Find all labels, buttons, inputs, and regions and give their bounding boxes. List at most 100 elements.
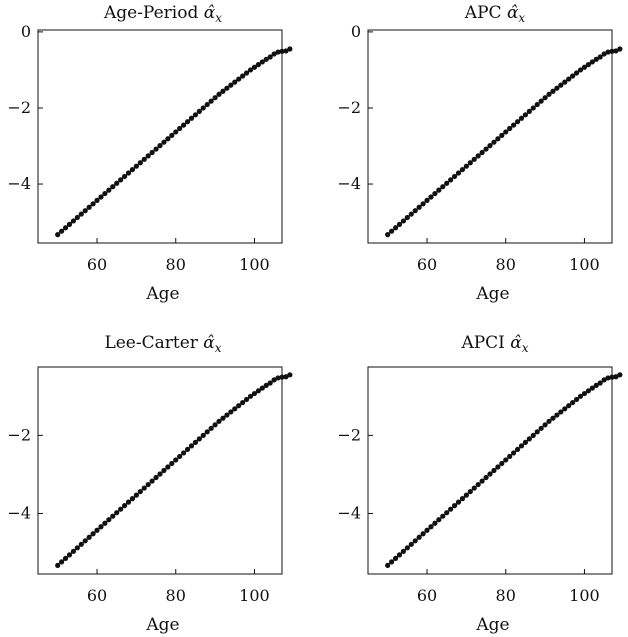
y-tick-label: −4 [7, 503, 31, 522]
data-point [184, 446, 191, 453]
x-tick-label: 100 [569, 586, 600, 605]
plot-area: 60 80 100 −2 −4 Age [7, 366, 293, 635]
data-point [463, 492, 469, 498]
data-point [392, 225, 399, 231]
data-point [566, 403, 572, 409]
data-point [463, 163, 469, 169]
data-point [487, 143, 493, 149]
plot-frame [367, 366, 613, 575]
data-point [141, 485, 147, 491]
data-point [236, 403, 242, 409]
data-point [279, 374, 285, 380]
data-point [236, 76, 242, 82]
data-point [613, 374, 619, 380]
data-point [534, 429, 540, 435]
data-point [389, 228, 395, 234]
data-point [188, 443, 195, 449]
plot-frame [37, 29, 283, 244]
data-point [200, 432, 206, 438]
data-point [275, 375, 281, 381]
data-point [436, 517, 442, 523]
data-point [440, 513, 446, 519]
data-point [259, 59, 265, 65]
data-point [247, 393, 254, 399]
data-point [177, 125, 183, 132]
data-point [562, 79, 568, 85]
series-line [57, 374, 291, 566]
data-point [267, 54, 273, 60]
data-point [287, 46, 293, 52]
y-tick-label: −2 [337, 425, 361, 444]
data-point [585, 388, 591, 394]
data-point [432, 190, 438, 197]
data-point [432, 520, 438, 526]
data-point [220, 415, 226, 421]
data-point [475, 481, 481, 488]
x-axis-label: Age [475, 615, 509, 635]
data-point [59, 228, 65, 234]
data-point [570, 399, 576, 406]
data-point [208, 98, 214, 104]
data-point [593, 56, 599, 62]
data-point [82, 538, 88, 544]
data-point [240, 399, 246, 406]
data-point [86, 534, 92, 540]
data-point [106, 517, 112, 523]
data-point [507, 453, 513, 460]
data-point [511, 450, 517, 456]
data-point [483, 146, 489, 152]
data-point [102, 520, 108, 526]
data-point [228, 82, 234, 88]
data-point [451, 503, 458, 509]
x-tick-label: 100 [569, 255, 600, 274]
x-tick-label: 80 [166, 255, 186, 274]
x-axis-label: Age [145, 615, 179, 635]
data-point [404, 545, 410, 551]
data-point [507, 125, 513, 132]
data-point [570, 73, 576, 79]
data-point [448, 177, 454, 183]
data-point [408, 211, 414, 217]
data-point [55, 562, 61, 569]
series-line [387, 374, 621, 566]
data-point [267, 380, 273, 386]
data-point [385, 232, 391, 238]
data-point [283, 374, 289, 380]
data-point [597, 380, 603, 386]
data-point [165, 464, 171, 470]
data-point [617, 46, 623, 52]
data-point [385, 562, 391, 569]
data-point [597, 54, 603, 60]
x-tick-label: 80 [496, 255, 516, 274]
data-point [98, 524, 104, 530]
data-point [114, 180, 120, 186]
data-point [157, 143, 163, 149]
data-point [617, 372, 623, 378]
data-point [530, 105, 536, 111]
chart-svg-lee-carter: Lee-Carter α̂x 60 80 100 −2 −4 Age [7, 333, 293, 635]
data-point [526, 436, 532, 442]
data-point [196, 436, 202, 442]
data-point [129, 496, 136, 502]
data-point [542, 95, 548, 101]
data-point [400, 548, 407, 554]
data-point [153, 474, 159, 481]
data-point [133, 163, 139, 169]
x-tick-label: 80 [496, 586, 516, 605]
data-point [232, 79, 238, 85]
data-point [550, 415, 556, 421]
data-point [216, 418, 222, 424]
data-point [247, 67, 254, 73]
data-point [605, 375, 611, 381]
data-point [121, 173, 128, 180]
data-point [467, 488, 473, 495]
data-point [255, 388, 261, 394]
y-tick-label: −2 [7, 425, 31, 444]
data-point [589, 385, 595, 391]
data-point [459, 496, 466, 502]
data-point [59, 559, 65, 565]
data-point [558, 409, 564, 415]
y-tick-label: −2 [337, 98, 361, 117]
plot-frame [37, 366, 283, 575]
data-point [118, 177, 124, 183]
